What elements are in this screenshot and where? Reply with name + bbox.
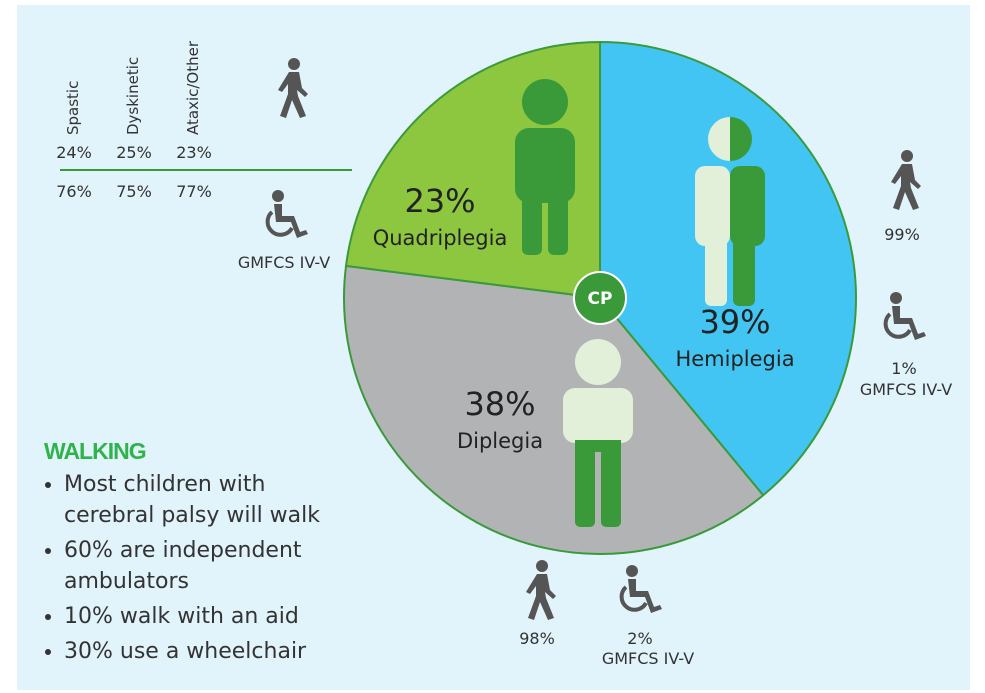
wheelchair-value: 77% (176, 182, 212, 201)
value-label: 23% (404, 182, 475, 220)
column-header: Dyskinetic (124, 57, 142, 135)
wheelchair-value: 76% (56, 182, 92, 201)
hemiplegia-wheelchair: 1% (891, 359, 916, 378)
wheelchair-label: GMFCS IV-V (238, 253, 330, 272)
walking-bullet: 30% use a wheelchair (64, 636, 344, 667)
category-label: Quadriplegia (373, 226, 508, 250)
value-label: 39% (699, 303, 770, 341)
category-label: Hemiplegia (675, 347, 794, 371)
walking-bullet: 10% walk with an aid (64, 601, 344, 632)
diplegia-wheelchair-label: GMFCS IV-V (602, 649, 694, 668)
walk-value: 24% (56, 143, 92, 162)
wheelchair-value: 75% (116, 182, 152, 201)
value-label: 38% (464, 385, 535, 423)
column-header: Spastic (64, 81, 82, 135)
walking-section: WALKING Most children with cerebral pals… (44, 438, 344, 671)
walking-title: WALKING (44, 438, 344, 465)
column-header: Ataxic/Other (184, 40, 202, 135)
diplegia-wheelchair: 2% (627, 629, 652, 648)
walk-value: 25% (116, 143, 152, 162)
walking-bullet: 60% are independent ambulators (64, 535, 344, 597)
infographic: 39%Hemiplegia38%Diplegia23%Quadriplegia … (0, 0, 985, 693)
diplegia-walk: 98% (519, 629, 555, 648)
walking-list: Most children with cerebral palsy will w… (44, 469, 344, 667)
hemiplegia-wheelchair-label: GMFCS IV-V (860, 380, 952, 399)
category-label: Diplegia (457, 429, 543, 453)
walk-value: 23% (176, 143, 212, 162)
walking-bullet: Most children with cerebral palsy will w… (64, 469, 344, 531)
center-label: CP (588, 289, 613, 309)
hemiplegia-walk: 99% (884, 225, 920, 244)
